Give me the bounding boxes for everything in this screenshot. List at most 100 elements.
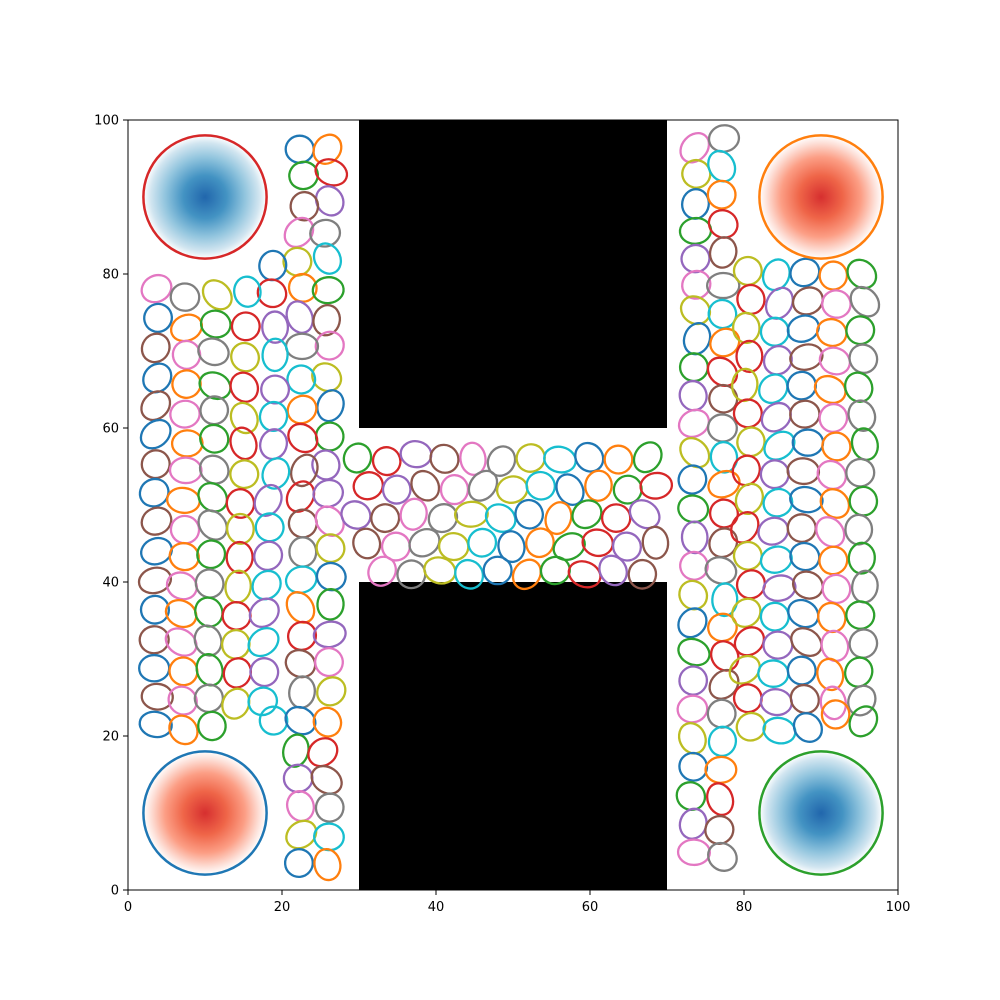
- agent-ellipse: [792, 712, 824, 743]
- agent-ellipse: [514, 498, 544, 530]
- agent-ellipse: [735, 569, 766, 600]
- agent-ellipse: [707, 124, 741, 153]
- agent-ellipse: [484, 503, 517, 533]
- agent-ellipse: [313, 847, 342, 882]
- agent-ellipse: [762, 344, 793, 376]
- agent-ellipse: [706, 179, 737, 210]
- agent-ellipse: [525, 470, 556, 501]
- agent-ellipse: [399, 497, 428, 531]
- agent-ellipse: [677, 464, 708, 495]
- x-tick-label: 40: [428, 900, 445, 915]
- agent-ellipse: [199, 423, 230, 454]
- agent-ellipse: [261, 310, 290, 344]
- agent-ellipse: [248, 597, 280, 629]
- agent-ellipse: [165, 571, 198, 601]
- agent-ellipse: [707, 725, 738, 758]
- agent-ellipse: [706, 782, 735, 817]
- agent-ellipse: [704, 556, 738, 585]
- agent-ellipse: [511, 558, 542, 591]
- agent-ellipse: [138, 477, 170, 508]
- agent-ellipse: [167, 685, 198, 716]
- agent-ellipse: [515, 443, 546, 473]
- agent-ellipse: [251, 569, 282, 601]
- agent-ellipse: [731, 311, 761, 345]
- agent-ellipse: [230, 311, 261, 342]
- agent-ellipse: [677, 637, 711, 667]
- agent-ellipse: [410, 469, 441, 502]
- agent-ellipse: [283, 848, 314, 879]
- agent-ellipse: [762, 574, 797, 603]
- agent-ellipse: [677, 607, 708, 639]
- agent-ellipse: [312, 706, 343, 738]
- agent-ellipse: [675, 781, 707, 812]
- agent-ellipse: [574, 441, 605, 473]
- agent-ellipse: [164, 598, 198, 629]
- agent-ellipse: [628, 499, 661, 530]
- agent-ellipse: [285, 819, 318, 850]
- agent-ellipse: [199, 309, 232, 339]
- x-axis: 0 20 40 60 80 100: [124, 890, 911, 915]
- obstacle-0: [359, 120, 667, 428]
- agent-ellipse: [681, 158, 712, 189]
- agent-ellipse: [786, 513, 817, 544]
- agent-ellipse: [169, 282, 201, 312]
- agent-ellipse: [142, 362, 173, 394]
- obstacles: [359, 120, 667, 890]
- agent-ellipse: [728, 654, 761, 685]
- agent-ellipse: [253, 483, 283, 517]
- agent-ellipse: [168, 656, 199, 687]
- agent-ellipse: [312, 478, 345, 509]
- agent-ellipse: [821, 573, 852, 605]
- agent-ellipse: [138, 625, 170, 655]
- agent-ellipse: [679, 436, 711, 469]
- agent-ellipse: [259, 428, 289, 461]
- agent-ellipse: [312, 242, 343, 275]
- agent-ellipse: [140, 273, 173, 304]
- x-tick-label: 100: [886, 900, 911, 915]
- agent-ellipse: [816, 459, 848, 491]
- agent-ellipse: [307, 737, 339, 768]
- agent-ellipse: [815, 516, 846, 548]
- agent-ellipse: [707, 298, 738, 330]
- agent-ellipse: [170, 429, 204, 458]
- goal-fill-0: [143, 135, 267, 259]
- agent-ellipse: [314, 330, 345, 361]
- agent-ellipse: [229, 371, 260, 403]
- agent-ellipse: [221, 687, 251, 720]
- agent-ellipse: [679, 295, 712, 326]
- agent-ellipse: [283, 216, 315, 249]
- agent-ellipse: [225, 512, 255, 545]
- agent-ellipse: [730, 511, 760, 544]
- agent-ellipse: [707, 209, 739, 239]
- agent-ellipse: [197, 710, 227, 742]
- agent-ellipse: [759, 459, 790, 490]
- agent-ellipse: [708, 668, 740, 700]
- agent-ellipse: [735, 711, 767, 742]
- agent-ellipse: [641, 525, 670, 560]
- agent-ellipse: [677, 408, 710, 439]
- agent-ellipse: [247, 686, 279, 717]
- agent-ellipse: [820, 629, 850, 663]
- y-axis: 0 20 40 60 80 100: [94, 114, 128, 899]
- agent-ellipse: [681, 269, 712, 300]
- agent-ellipse: [758, 373, 789, 405]
- goal-fill-2: [143, 751, 267, 875]
- agent-ellipse: [311, 362, 343, 393]
- agent-ellipse: [233, 275, 262, 308]
- agent-ellipse: [139, 594, 171, 625]
- agent-ellipse: [261, 337, 289, 373]
- agent-ellipse: [340, 500, 372, 530]
- agent-ellipse: [845, 315, 876, 346]
- agent-ellipse: [525, 527, 555, 559]
- agent-ellipse: [850, 427, 879, 462]
- agent-ellipse: [791, 286, 824, 316]
- agent-ellipse: [225, 540, 254, 574]
- agent-ellipse: [312, 133, 343, 165]
- agent-ellipse: [706, 413, 738, 443]
- agent-ellipse: [707, 469, 741, 499]
- agent-ellipse: [288, 160, 319, 191]
- obstacle-1: [359, 582, 667, 890]
- agent-ellipse: [567, 560, 602, 589]
- agent-ellipse: [731, 597, 762, 629]
